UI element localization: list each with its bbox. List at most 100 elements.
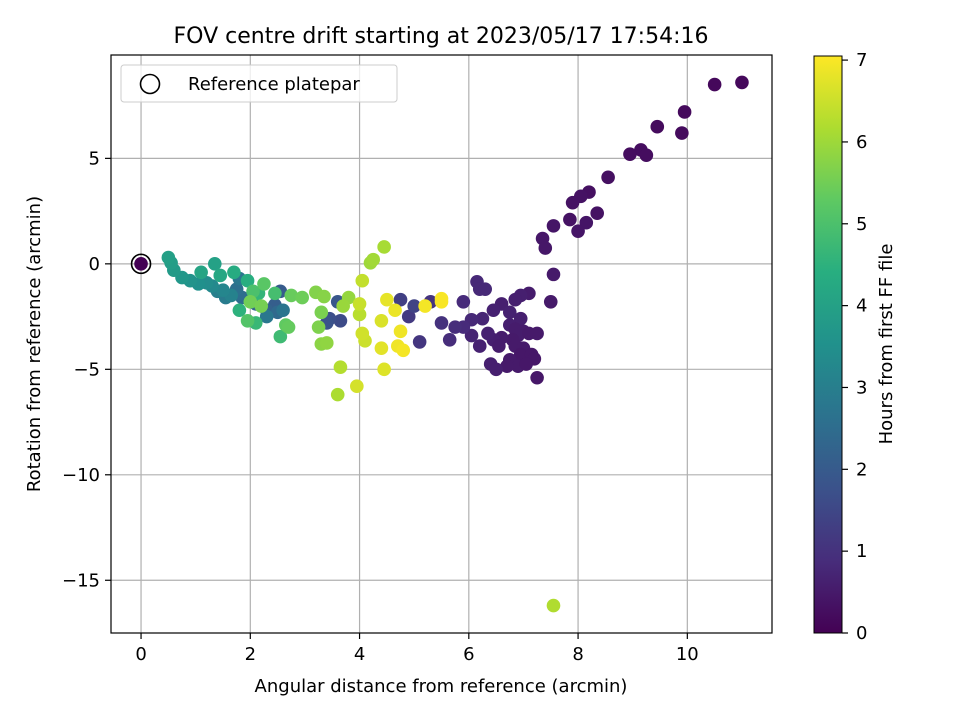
colorbar-gradient	[813, 55, 843, 634]
data-point	[254, 299, 269, 313]
data-point	[374, 313, 389, 328]
data-point	[472, 339, 487, 353]
data-point	[448, 320, 462, 334]
colorbar-tick-label: 4	[856, 296, 867, 317]
x-tick-label: 6	[463, 644, 474, 665]
data-point	[508, 292, 523, 307]
data-point	[240, 273, 255, 288]
data-point	[240, 313, 255, 328]
colorbar-tick-label: 7	[856, 50, 867, 71]
data-point	[502, 305, 517, 320]
data-point	[333, 360, 348, 375]
data-point	[601, 170, 615, 185]
x-tick-label: 2	[245, 644, 256, 665]
data-point	[284, 288, 299, 303]
data-point	[623, 147, 637, 161]
data-point	[216, 283, 230, 298]
colorbar: 0 1 2 3 4 5 6 7 Hours from first FF file	[813, 50, 897, 644]
data-point	[232, 303, 247, 318]
x-tick-label: 0	[135, 644, 146, 665]
legend-box	[120, 64, 398, 103]
colorbar-tick-label: 2	[856, 459, 867, 480]
y-tick-label: 5	[89, 148, 100, 169]
data-point	[475, 311, 490, 326]
data-point	[590, 206, 604, 221]
data-point	[161, 250, 176, 265]
data-point	[519, 357, 533, 371]
data-point	[478, 282, 493, 296]
colorbar-tick-label: 3	[856, 377, 867, 398]
data-point	[194, 265, 208, 280]
data-point	[481, 326, 495, 341]
y-axis-label: Rotation from reference (arcmin)	[24, 196, 45, 492]
grid-lines	[111, 55, 772, 633]
reference-point-fill	[134, 257, 148, 271]
data-point	[530, 326, 544, 341]
chart-title: FOV centre drift starting at 2023/05/17 …	[174, 24, 709, 49]
data-point	[543, 295, 558, 309]
x-tick-label: 10	[676, 644, 699, 665]
data-point	[571, 224, 585, 238]
data-point	[352, 297, 367, 311]
data-point	[393, 324, 408, 339]
data-point	[563, 212, 577, 227]
data-point	[295, 290, 309, 305]
data-point	[675, 126, 689, 140]
y-tick-label: −10	[62, 465, 100, 486]
data-point	[311, 320, 326, 334]
data-point	[355, 273, 370, 288]
y-tick-label: −15	[62, 570, 100, 591]
data-point	[281, 320, 296, 334]
data-point	[434, 316, 449, 330]
data-point	[243, 295, 258, 309]
data-point	[319, 336, 334, 350]
legend: Reference platepar	[120, 64, 398, 103]
data-point	[388, 303, 402, 318]
data-point	[317, 289, 331, 304]
x-tick-label: 4	[354, 644, 365, 665]
data-point	[401, 309, 416, 324]
data-point	[377, 240, 391, 254]
data-point	[546, 267, 561, 282]
data-point	[434, 295, 449, 309]
data-point	[380, 292, 394, 307]
data-point	[377, 362, 391, 377]
data-point	[273, 329, 288, 344]
data-points	[161, 75, 749, 613]
data-point	[464, 328, 479, 343]
data-point	[314, 305, 329, 320]
x-tick-label: 8	[572, 644, 583, 665]
data-point	[489, 362, 503, 377]
data-point	[366, 252, 381, 267]
data-point	[546, 219, 561, 233]
data-point	[259, 309, 274, 324]
data-point	[330, 387, 345, 402]
colorbar-tick-label: 6	[856, 132, 867, 153]
data-point	[513, 311, 528, 326]
data-point	[336, 299, 350, 313]
data-point	[639, 148, 654, 163]
legend-label: Reference platepar	[188, 74, 360, 95]
data-point	[407, 299, 421, 313]
colorbar-tick-label: 1	[856, 541, 867, 562]
y-axis-ticks: 5 0 −5 −10 −15	[62, 148, 111, 591]
legend-reference-icon	[139, 73, 161, 95]
data-point	[350, 379, 364, 393]
data-point	[207, 257, 222, 271]
data-point	[735, 75, 749, 90]
data-point	[530, 370, 544, 385]
x-axis-ticks: 0 2 4 6 8 10	[135, 633, 699, 665]
x-axis-label: Angular distance from reference (arcmin)	[255, 676, 628, 697]
data-point	[257, 277, 271, 291]
colorbar-label: Hours from first FF file	[876, 244, 897, 445]
data-point	[396, 343, 411, 358]
data-point	[355, 326, 370, 341]
colorbar-tick-label: 0	[856, 623, 867, 644]
data-point	[374, 341, 389, 356]
data-point	[677, 105, 692, 119]
y-tick-label: 0	[89, 254, 100, 275]
reference-platepar-marker	[130, 253, 152, 275]
data-point	[227, 265, 241, 280]
data-point	[352, 307, 367, 322]
data-point	[442, 332, 457, 347]
